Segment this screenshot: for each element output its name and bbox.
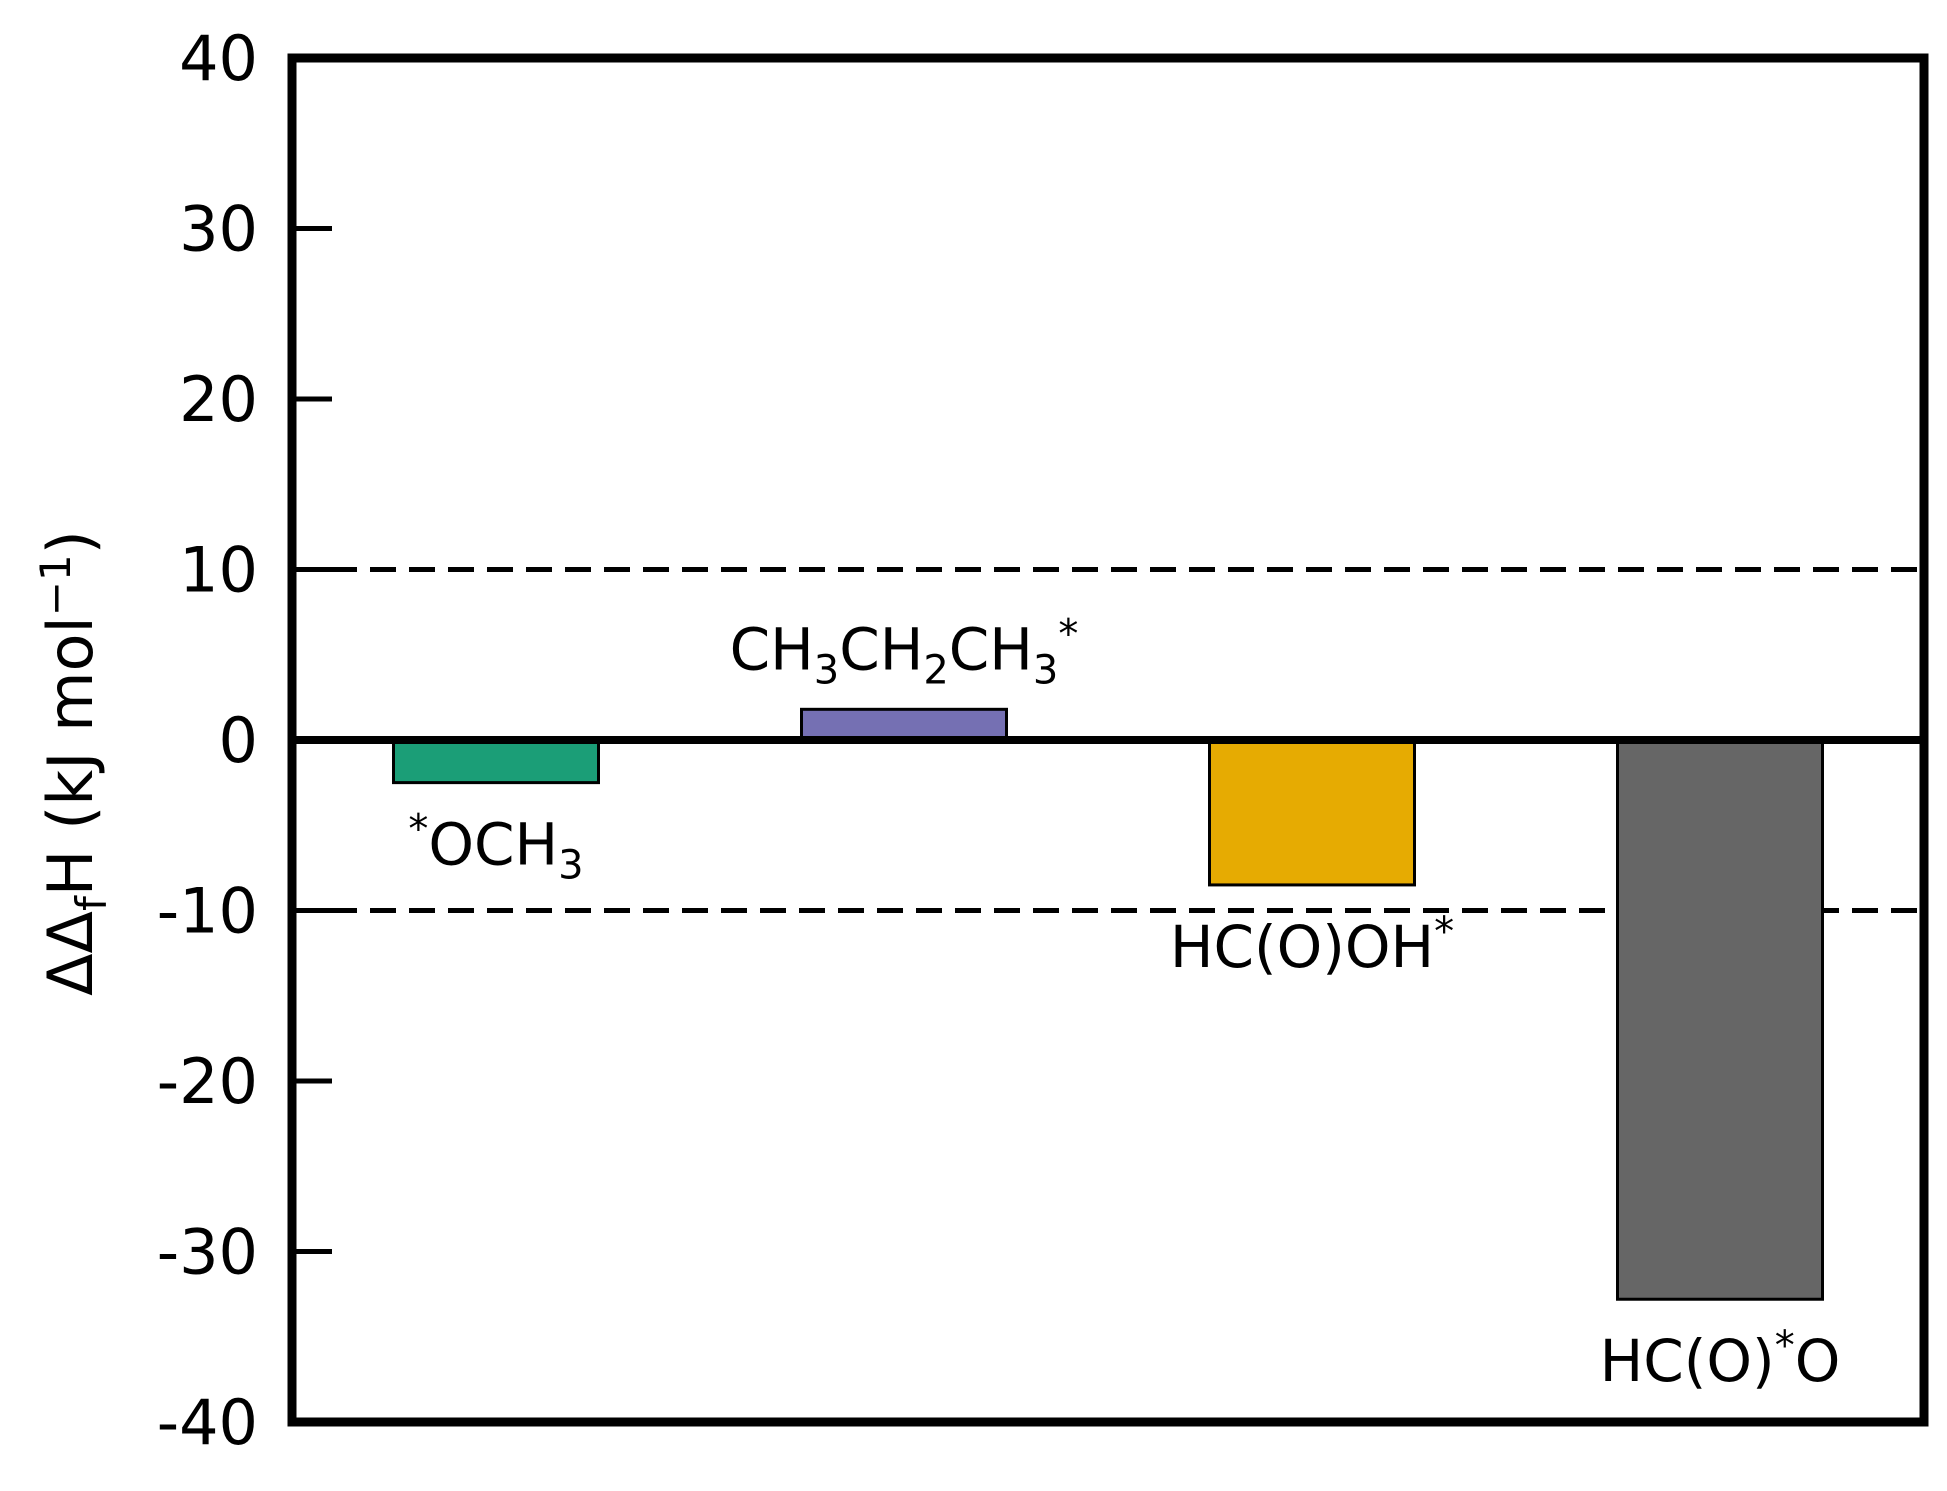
- bar-label-4: HC(O)*O: [1600, 1323, 1841, 1395]
- y-tick-label: -30: [157, 1216, 258, 1289]
- bar-1: [392, 738, 600, 785]
- y-tick-label: 20: [179, 363, 258, 436]
- y-tick-label: 40: [179, 22, 258, 95]
- bar-label-3: HC(O)OH*: [1170, 909, 1454, 981]
- bar-4: [1616, 738, 1824, 1301]
- y-ticks: [292, 55, 332, 1425]
- y-tick-label: -20: [157, 1045, 258, 1118]
- y-tick-label: 30: [179, 193, 258, 266]
- y-tick-label: 0: [219, 704, 258, 777]
- bar-3: [1208, 738, 1416, 887]
- bar-labels: *OCH3 CH3CH2CH3* HC(O)OH* HC(O)*O: [408, 611, 1840, 1395]
- y-tick-label: 10: [179, 534, 258, 607]
- y-axis-title: ΔΔfH (kJ mol−1): [31, 530, 116, 996]
- y-tick-label: -10: [157, 875, 258, 948]
- bar-label-2: CH3CH2CH3*: [730, 611, 1079, 693]
- y-tick-label: -40: [157, 1386, 258, 1459]
- bars: [392, 707, 1824, 1301]
- y-tick-labels: -40 -30 -20 -10 0 10 20 30 40: [157, 22, 258, 1459]
- bar-label-1: *OCH3: [408, 807, 583, 889]
- bar-2: [800, 707, 1008, 742]
